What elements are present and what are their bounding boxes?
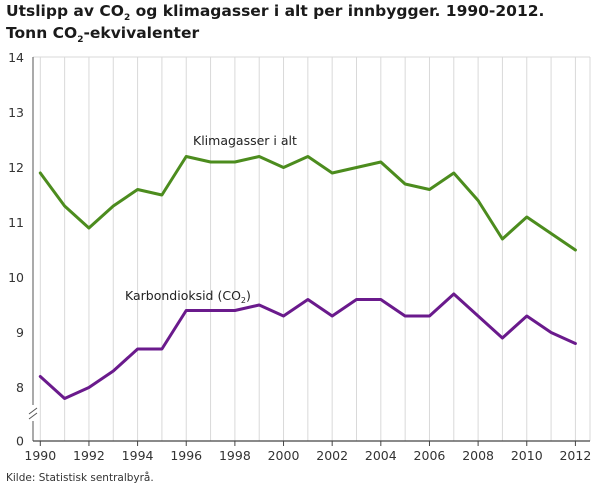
x-tick-label-2004: 2004 — [365, 448, 397, 463]
title-subscript: 2 — [123, 13, 131, 23]
x-tick-label-2002: 2002 — [316, 448, 348, 463]
source-note: Kilde: Statistisk sentralbyrå. — [6, 472, 154, 484]
series-label-karbondioksid: Karbondioksid (CO2) — [125, 288, 251, 305]
y-tick-label-9: 9 — [16, 325, 24, 340]
y-tick-label-8: 8 — [16, 380, 24, 395]
x-tick-label-1994: 1994 — [122, 448, 154, 463]
series-label-klimagasser: Klimagasser i alt — [193, 133, 297, 148]
chart-title-line-2: Tonn CO2-ekvivalenter — [6, 24, 544, 46]
x-tick-label-1990: 1990 — [24, 448, 56, 463]
x-tick-label-1992: 1992 — [73, 448, 105, 463]
title-text-c: Tonn CO — [6, 24, 78, 42]
x-tick-label-1996: 1996 — [170, 448, 202, 463]
y-tick-label-10: 10 — [8, 270, 24, 285]
y-tick-label-11: 11 — [8, 215, 24, 230]
series-line-klimagasser — [38, 155, 577, 252]
x-tick-label-2006: 2006 — [414, 448, 446, 463]
y-tick-label-12: 12 — [8, 160, 24, 175]
y-axis-break-mark-2 — [28, 412, 38, 420]
title-text-a: Utslipp av CO — [6, 2, 124, 20]
title-text-b: og klimagasser i alt per innbygger. 1990… — [130, 2, 545, 20]
y-tick-label-13: 13 — [8, 105, 24, 120]
x-tick-label-1998: 1998 — [219, 448, 251, 463]
y-tick-label-14: 14 — [8, 50, 24, 65]
x-tick-label-2010: 2010 — [511, 448, 543, 463]
chart-title-line-1: Utslipp av CO2 og klimagasser i alt per … — [6, 2, 544, 24]
x-tick-label-2008: 2008 — [462, 448, 494, 463]
title-subscript-2: 2 — [77, 35, 84, 45]
title-text-d: -ekvivalenter — [83, 24, 200, 42]
y-tick-label-0: 0 — [16, 434, 24, 449]
chart-title: Utslipp av CO2 og klimagasser i alt per … — [6, 2, 544, 46]
series-line-karbondioksid — [38, 292, 577, 400]
x-tick-label-2012: 2012 — [559, 448, 591, 463]
x-tick-label-2000: 2000 — [268, 448, 300, 463]
y-axis-break-mark-1 — [28, 407, 38, 415]
